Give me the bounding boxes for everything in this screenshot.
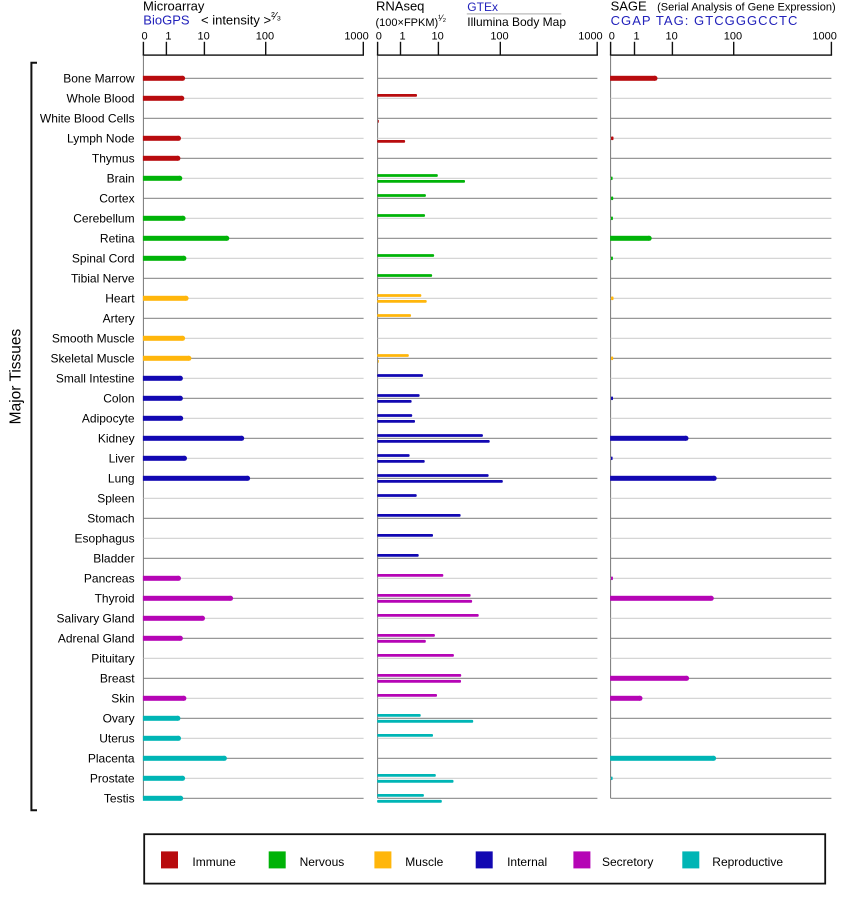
svg-text:Salivary Gland: Salivary Gland xyxy=(57,612,135,626)
svg-text:Adipocyte: Adipocyte xyxy=(82,412,135,426)
svg-text:Illumina Body Map: Illumina Body Map xyxy=(467,15,566,29)
svg-text:Microarray: Microarray xyxy=(143,0,205,14)
svg-text:100: 100 xyxy=(256,31,274,43)
svg-text:Liver: Liver xyxy=(109,452,135,466)
svg-text:1: 1 xyxy=(399,31,405,43)
svg-text:Artery: Artery xyxy=(103,312,135,326)
svg-text:Smooth Muscle: Smooth Muscle xyxy=(52,332,135,346)
svg-text:BioGPS: BioGPS xyxy=(143,13,190,28)
svg-text:0: 0 xyxy=(142,31,148,43)
svg-text:Prostate: Prostate xyxy=(90,772,135,786)
svg-text:Spinal Cord: Spinal Cord xyxy=(72,252,135,266)
svg-text:White Blood Cells: White Blood Cells xyxy=(40,112,135,126)
svg-text:1000: 1000 xyxy=(344,31,368,43)
svg-text:Reproductive: Reproductive xyxy=(712,855,783,869)
svg-text:Skeletal Muscle: Skeletal Muscle xyxy=(51,352,135,366)
svg-text:Major Tissues: Major Tissues xyxy=(8,328,25,424)
svg-text:Testis: Testis xyxy=(104,792,135,806)
svg-text:Ovary: Ovary xyxy=(103,712,135,726)
svg-text:Bladder: Bladder xyxy=(93,552,134,566)
svg-text:Muscle: Muscle xyxy=(405,855,443,869)
svg-text:Retina: Retina xyxy=(100,232,135,246)
svg-text:Internal: Internal xyxy=(507,855,547,869)
svg-text:GTEx: GTEx xyxy=(467,0,498,14)
svg-text:Lymph Node: Lymph Node xyxy=(67,132,135,146)
svg-text:Heart: Heart xyxy=(105,292,135,306)
svg-text:Breast: Breast xyxy=(100,672,135,686)
svg-text:1: 1 xyxy=(633,31,639,43)
svg-text:Pancreas: Pancreas xyxy=(84,572,135,586)
svg-text:Uterus: Uterus xyxy=(99,732,134,746)
svg-text:Placenta: Placenta xyxy=(88,752,135,766)
svg-text:Skin: Skin xyxy=(111,692,134,706)
svg-text:1: 1 xyxy=(165,31,171,43)
svg-text:Bone Marrow: Bone Marrow xyxy=(63,72,135,86)
svg-text:Nervous: Nervous xyxy=(300,855,345,869)
svg-text:Adrenal Gland: Adrenal Gland xyxy=(58,632,135,646)
svg-text:(100×FPKM)¹⁄₂: (100×FPKM)¹⁄₂ xyxy=(376,13,447,29)
svg-text:(Serial Analysis of Gene Expre: (Serial Analysis of Gene Expression) xyxy=(657,2,836,14)
svg-text:1000: 1000 xyxy=(578,31,602,43)
svg-text:Spleen: Spleen xyxy=(97,492,134,506)
svg-text:RNAseq: RNAseq xyxy=(376,0,424,14)
svg-text:Tibial Nerve: Tibial Nerve xyxy=(71,272,135,286)
svg-text:100: 100 xyxy=(724,31,742,43)
svg-text:Brain: Brain xyxy=(107,172,135,186)
svg-text:0: 0 xyxy=(609,31,615,43)
svg-text:Thymus: Thymus xyxy=(92,152,135,166)
svg-text:0: 0 xyxy=(376,31,382,43)
svg-text:10: 10 xyxy=(431,31,443,43)
svg-text:Esophagus: Esophagus xyxy=(75,532,135,546)
svg-text:100: 100 xyxy=(490,31,508,43)
svg-text:Whole Blood: Whole Blood xyxy=(67,92,135,106)
svg-text:Immune: Immune xyxy=(192,855,236,869)
svg-text:10: 10 xyxy=(197,31,209,43)
svg-text:10: 10 xyxy=(665,31,677,43)
svg-text:Cerebellum: Cerebellum xyxy=(73,212,134,226)
svg-text:1000: 1000 xyxy=(812,31,836,43)
svg-text:CGAP TAG: GTCGGGCCTC: CGAP TAG: GTCGGGCCTC xyxy=(611,13,799,28)
svg-text:Pituitary: Pituitary xyxy=(91,652,134,666)
svg-text:Secretory: Secretory xyxy=(602,855,653,869)
svg-text:Kidney: Kidney xyxy=(98,432,135,446)
svg-text:Small Intestine: Small Intestine xyxy=(56,372,135,386)
svg-text:Stomach: Stomach xyxy=(87,512,134,526)
svg-text:< intensity >²⁄₃: < intensity >²⁄₃ xyxy=(201,11,281,28)
svg-text:Cortex: Cortex xyxy=(99,192,134,206)
svg-text:Colon: Colon xyxy=(103,392,134,406)
svg-text:Lung: Lung xyxy=(108,472,135,486)
svg-text:SAGE: SAGE xyxy=(611,0,647,14)
svg-text:Thyroid: Thyroid xyxy=(95,592,135,606)
